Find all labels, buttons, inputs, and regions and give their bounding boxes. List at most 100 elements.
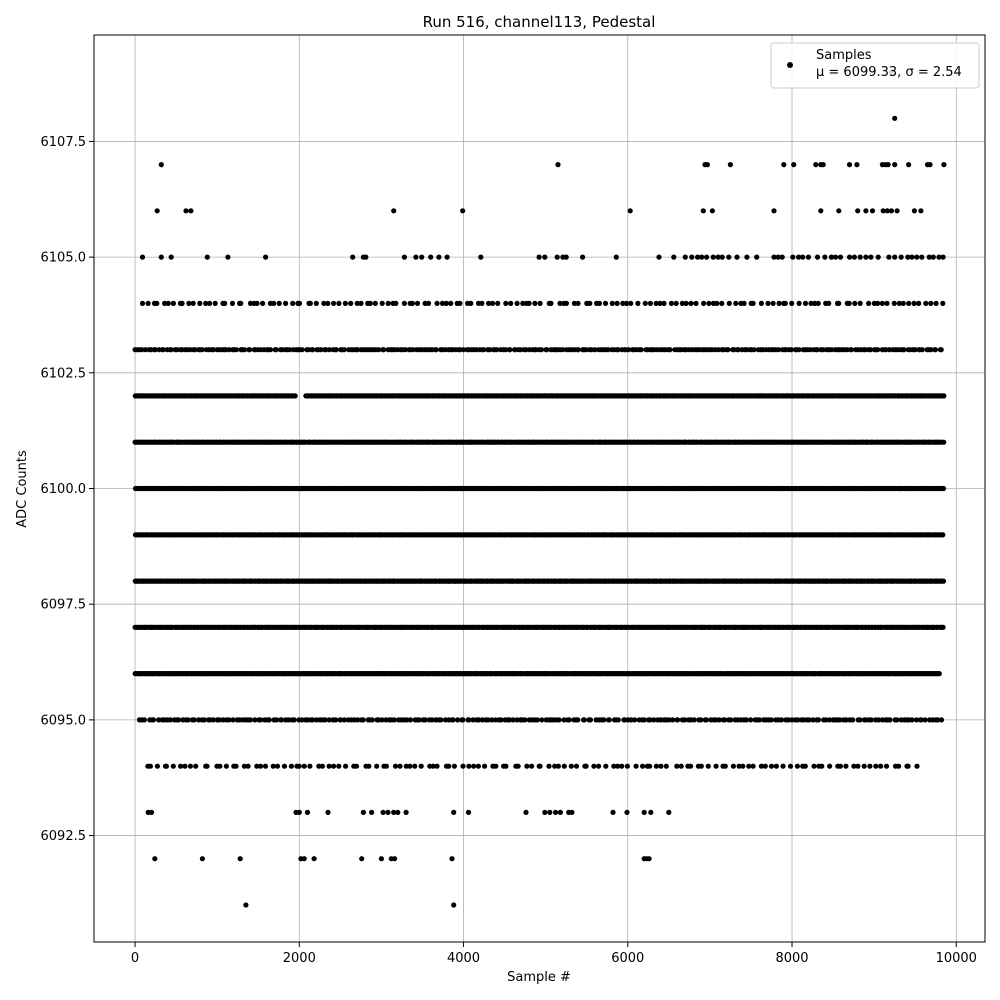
- data-point: [796, 347, 802, 353]
- data-point: [252, 717, 258, 723]
- data-point: [333, 717, 339, 723]
- data-point: [326, 347, 332, 353]
- data-point: [273, 717, 279, 723]
- data-point: [210, 347, 217, 353]
- data-point: [267, 347, 274, 353]
- data-point: [940, 532, 946, 538]
- data-point: [940, 578, 947, 584]
- data-point: [247, 717, 253, 723]
- data-point: [875, 347, 881, 353]
- data-point: [941, 439, 947, 445]
- data-point: [938, 347, 944, 353]
- data-point: [775, 347, 782, 353]
- data-point: [257, 717, 264, 723]
- data-point: [507, 347, 513, 353]
- data-point: [341, 347, 347, 353]
- data-point: [292, 393, 298, 399]
- data-point: [141, 717, 147, 723]
- data-point: [309, 717, 316, 723]
- data-point: [605, 347, 611, 353]
- data-point: [615, 347, 621, 353]
- data-point: [338, 717, 344, 723]
- data-point: [199, 347, 205, 353]
- data-point: [848, 347, 855, 353]
- data-point: [369, 717, 375, 723]
- data-point: [626, 347, 632, 353]
- data-point: [185, 717, 191, 723]
- data-point: [233, 347, 240, 353]
- data-point: [266, 717, 272, 723]
- data-point: [433, 347, 439, 353]
- data-point: [226, 717, 232, 723]
- data-point: [379, 717, 385, 723]
- data-point: [192, 347, 198, 353]
- data-point: [538, 347, 545, 353]
- data-point: [341, 717, 347, 723]
- data-point: [575, 347, 581, 353]
- data-point: [201, 717, 207, 723]
- data-point: [175, 717, 182, 723]
- data-point: [460, 347, 466, 353]
- data-point: [928, 347, 934, 353]
- data-point: [168, 347, 174, 353]
- data-point: [638, 347, 644, 353]
- data-points: [132, 69, 947, 908]
- data-point: [381, 347, 387, 353]
- data-point: [156, 717, 162, 723]
- data-point: [788, 347, 794, 353]
- data-point: [152, 347, 158, 353]
- data-point: [376, 347, 382, 353]
- data-point: [391, 717, 397, 723]
- chart-title: Run 516, channel113, Pedestal: [423, 13, 656, 31]
- data-point: [322, 717, 328, 723]
- data-point: [210, 717, 216, 723]
- data-point: [912, 347, 918, 353]
- data-point: [375, 717, 381, 723]
- data-point: [247, 347, 253, 353]
- data-point: [273, 347, 279, 353]
- data-point: [403, 347, 409, 353]
- data-point: [814, 347, 820, 353]
- data-point: [191, 717, 197, 723]
- data-point: [360, 717, 366, 723]
- data-point: [354, 347, 360, 353]
- data-point: [355, 717, 361, 723]
- data-point: [139, 347, 145, 353]
- data-point: [941, 393, 947, 399]
- data-point: [667, 347, 673, 353]
- data-point: [592, 347, 598, 353]
- data-point: [278, 717, 284, 723]
- data-point: [216, 717, 222, 723]
- data-point: [940, 485, 947, 492]
- data-point: [318, 347, 324, 353]
- data-point: [230, 717, 236, 723]
- data-point: [160, 347, 166, 353]
- data-point: [291, 717, 297, 723]
- data-point: [167, 717, 173, 723]
- data-point: [715, 347, 722, 353]
- data-point: [936, 671, 942, 677]
- data-point: [150, 717, 157, 723]
- data-point: [410, 347, 416, 353]
- data-point: [457, 347, 463, 353]
- data-point: [544, 347, 550, 353]
- data-point: [807, 347, 814, 353]
- data-point: [725, 347, 731, 353]
- data-point: [310, 347, 316, 353]
- data-point: [142, 347, 149, 353]
- data-point: [868, 347, 874, 353]
- data-point: [503, 347, 509, 353]
- data-point: [940, 624, 946, 630]
- data-point: [299, 347, 305, 353]
- data-point: [919, 347, 925, 353]
- data-point: [226, 347, 232, 353]
- data-point: [560, 347, 566, 353]
- data-point: [829, 347, 835, 353]
- data-point: [241, 347, 247, 353]
- data-point: [481, 347, 487, 353]
- data-point: [326, 717, 332, 723]
- data-point: [932, 347, 939, 353]
- data-point: [333, 347, 339, 353]
- data-point: [886, 347, 892, 353]
